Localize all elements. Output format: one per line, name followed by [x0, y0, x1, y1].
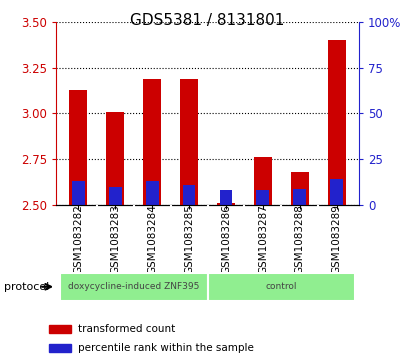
Bar — [49, 325, 71, 333]
Bar — [290, 172, 309, 205]
Text: GSM1083286: GSM1083286 — [221, 204, 231, 274]
Bar — [220, 191, 232, 205]
Text: GSM1083282: GSM1083282 — [73, 204, 83, 274]
Bar — [49, 344, 71, 352]
Bar — [146, 181, 159, 205]
Text: GSM1083287: GSM1083287 — [258, 204, 268, 274]
Bar — [327, 40, 346, 205]
Text: GSM1083285: GSM1083285 — [184, 204, 194, 274]
Bar — [293, 189, 306, 205]
Bar — [254, 158, 272, 205]
Text: GSM1083288: GSM1083288 — [295, 204, 305, 274]
Text: GSM1083284: GSM1083284 — [147, 204, 157, 274]
Bar — [72, 181, 85, 205]
Text: GSM1083283: GSM1083283 — [110, 204, 120, 274]
Bar — [60, 273, 207, 301]
Bar — [109, 187, 122, 205]
Text: percentile rank within the sample: percentile rank within the sample — [78, 343, 254, 352]
Text: GSM1083289: GSM1083289 — [332, 204, 342, 274]
Bar — [256, 191, 269, 205]
Text: GDS5381 / 8131801: GDS5381 / 8131801 — [130, 13, 285, 28]
Bar — [69, 90, 88, 205]
Text: control: control — [266, 282, 297, 291]
Bar — [143, 79, 161, 205]
Text: transformed count: transformed count — [78, 324, 175, 334]
Bar — [183, 185, 195, 205]
Text: doxycycline-induced ZNF395: doxycycline-induced ZNF395 — [68, 282, 199, 291]
Bar — [106, 111, 124, 205]
Bar — [180, 79, 198, 205]
Bar — [217, 203, 235, 205]
Bar — [330, 179, 343, 205]
Bar — [208, 273, 355, 301]
Text: protocol: protocol — [4, 282, 49, 292]
